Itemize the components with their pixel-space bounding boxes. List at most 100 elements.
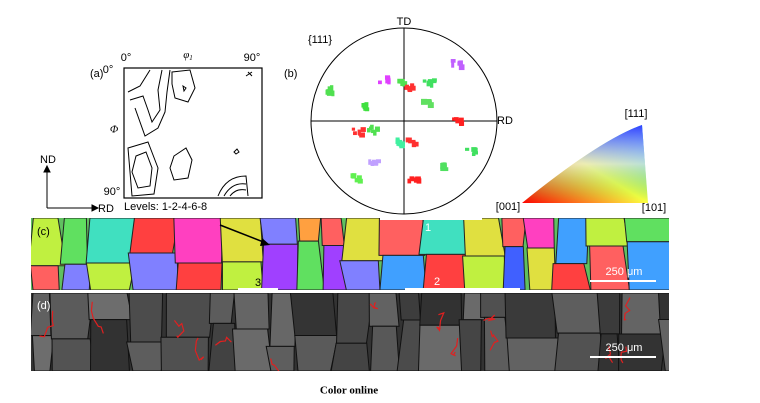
axis-title: Φ [110, 124, 119, 136]
pole-spot [455, 118, 461, 124]
grain [129, 218, 180, 254]
grain [175, 262, 223, 290]
twin-boundary [620, 346, 628, 364]
twin-boundary [194, 337, 205, 362]
grain [506, 337, 559, 371]
grain [502, 246, 526, 290]
pole-spot [359, 132, 365, 138]
pole-spot [364, 102, 369, 107]
pole-spot [413, 141, 419, 147]
pole-spot [384, 75, 391, 80]
grain [522, 218, 555, 249]
line-label: 2 [434, 276, 440, 288]
pole-spot [458, 64, 465, 71]
grain [462, 255, 507, 290]
grain [370, 325, 400, 371]
grain [417, 324, 465, 371]
pole-spot [371, 129, 375, 134]
grain [221, 261, 264, 290]
pole-spot [426, 80, 430, 87]
grain [526, 247, 557, 290]
pole-spot [409, 139, 416, 144]
grain [231, 328, 274, 371]
twin-boundary [483, 314, 496, 322]
pole-spot [442, 167, 449, 172]
axis-label: 90° [244, 52, 261, 64]
grain [658, 293, 669, 321]
grain [339, 260, 381, 290]
grain [422, 253, 468, 290]
grain [61, 263, 92, 290]
pole-spot [375, 159, 381, 164]
ebsd-map [31, 218, 669, 290]
pole-spot [458, 117, 464, 122]
grain [289, 293, 338, 336]
panel-label: (a) [90, 68, 103, 80]
grain [160, 336, 209, 371]
grain [596, 293, 621, 335]
grain [322, 244, 347, 290]
pole-spot [407, 86, 412, 92]
grain [85, 262, 136, 290]
axis-label: 0° [121, 52, 132, 64]
pole-spot [465, 147, 470, 151]
pole-spot [458, 120, 464, 126]
pole-spot [364, 107, 370, 112]
pole-spot [331, 90, 335, 97]
grain [555, 218, 590, 265]
grain [379, 254, 427, 290]
odf-frame [123, 67, 263, 199]
pole-spot [413, 177, 420, 183]
arrow-head [91, 204, 100, 212]
pole-spot [350, 173, 354, 179]
twin-boundary [39, 310, 55, 338]
grain [208, 293, 235, 324]
scale-label: 250 μm [606, 342, 643, 354]
grain [378, 218, 426, 256]
caption: Color online [320, 385, 378, 397]
grain [618, 333, 667, 371]
pole-spot [410, 85, 416, 91]
grain [269, 293, 297, 347]
pole-spot [450, 59, 456, 63]
grain [165, 293, 215, 338]
grain [49, 293, 95, 340]
levels: Levels: 1-2-4-6-8 [124, 201, 207, 213]
grain [297, 218, 322, 242]
ipf-label: [111] [625, 108, 648, 120]
boundary-map [31, 293, 669, 371]
grain [551, 263, 591, 290]
line-label: 1 [425, 222, 431, 234]
grain [585, 218, 630, 247]
pole-spot [429, 82, 434, 88]
pole-spot [370, 161, 375, 166]
pole-spot [409, 176, 415, 182]
twin-boundary [90, 301, 104, 334]
pole-points [325, 59, 478, 184]
pole-spot [368, 159, 372, 165]
pole-spot [420, 98, 427, 105]
scale-label: 250 μm [606, 266, 643, 278]
grain [320, 218, 345, 246]
twin-boundary [215, 336, 232, 346]
grain [208, 322, 237, 371]
grain [396, 319, 426, 371]
twin-boundary [436, 311, 445, 332]
grain [330, 342, 370, 371]
pole-spot [373, 161, 379, 166]
pole-spot [329, 85, 334, 91]
grain [463, 218, 506, 257]
grain [626, 241, 669, 290]
grain [296, 240, 325, 290]
pole-spot [472, 147, 477, 153]
axes-arrows [43, 164, 100, 212]
axis-label: RD [497, 115, 513, 127]
arrow [219, 224, 267, 244]
grain [504, 293, 556, 339]
pole-spot [453, 117, 459, 121]
pole-spot [370, 124, 374, 130]
pole-spot [399, 141, 405, 147]
grain [127, 252, 180, 290]
